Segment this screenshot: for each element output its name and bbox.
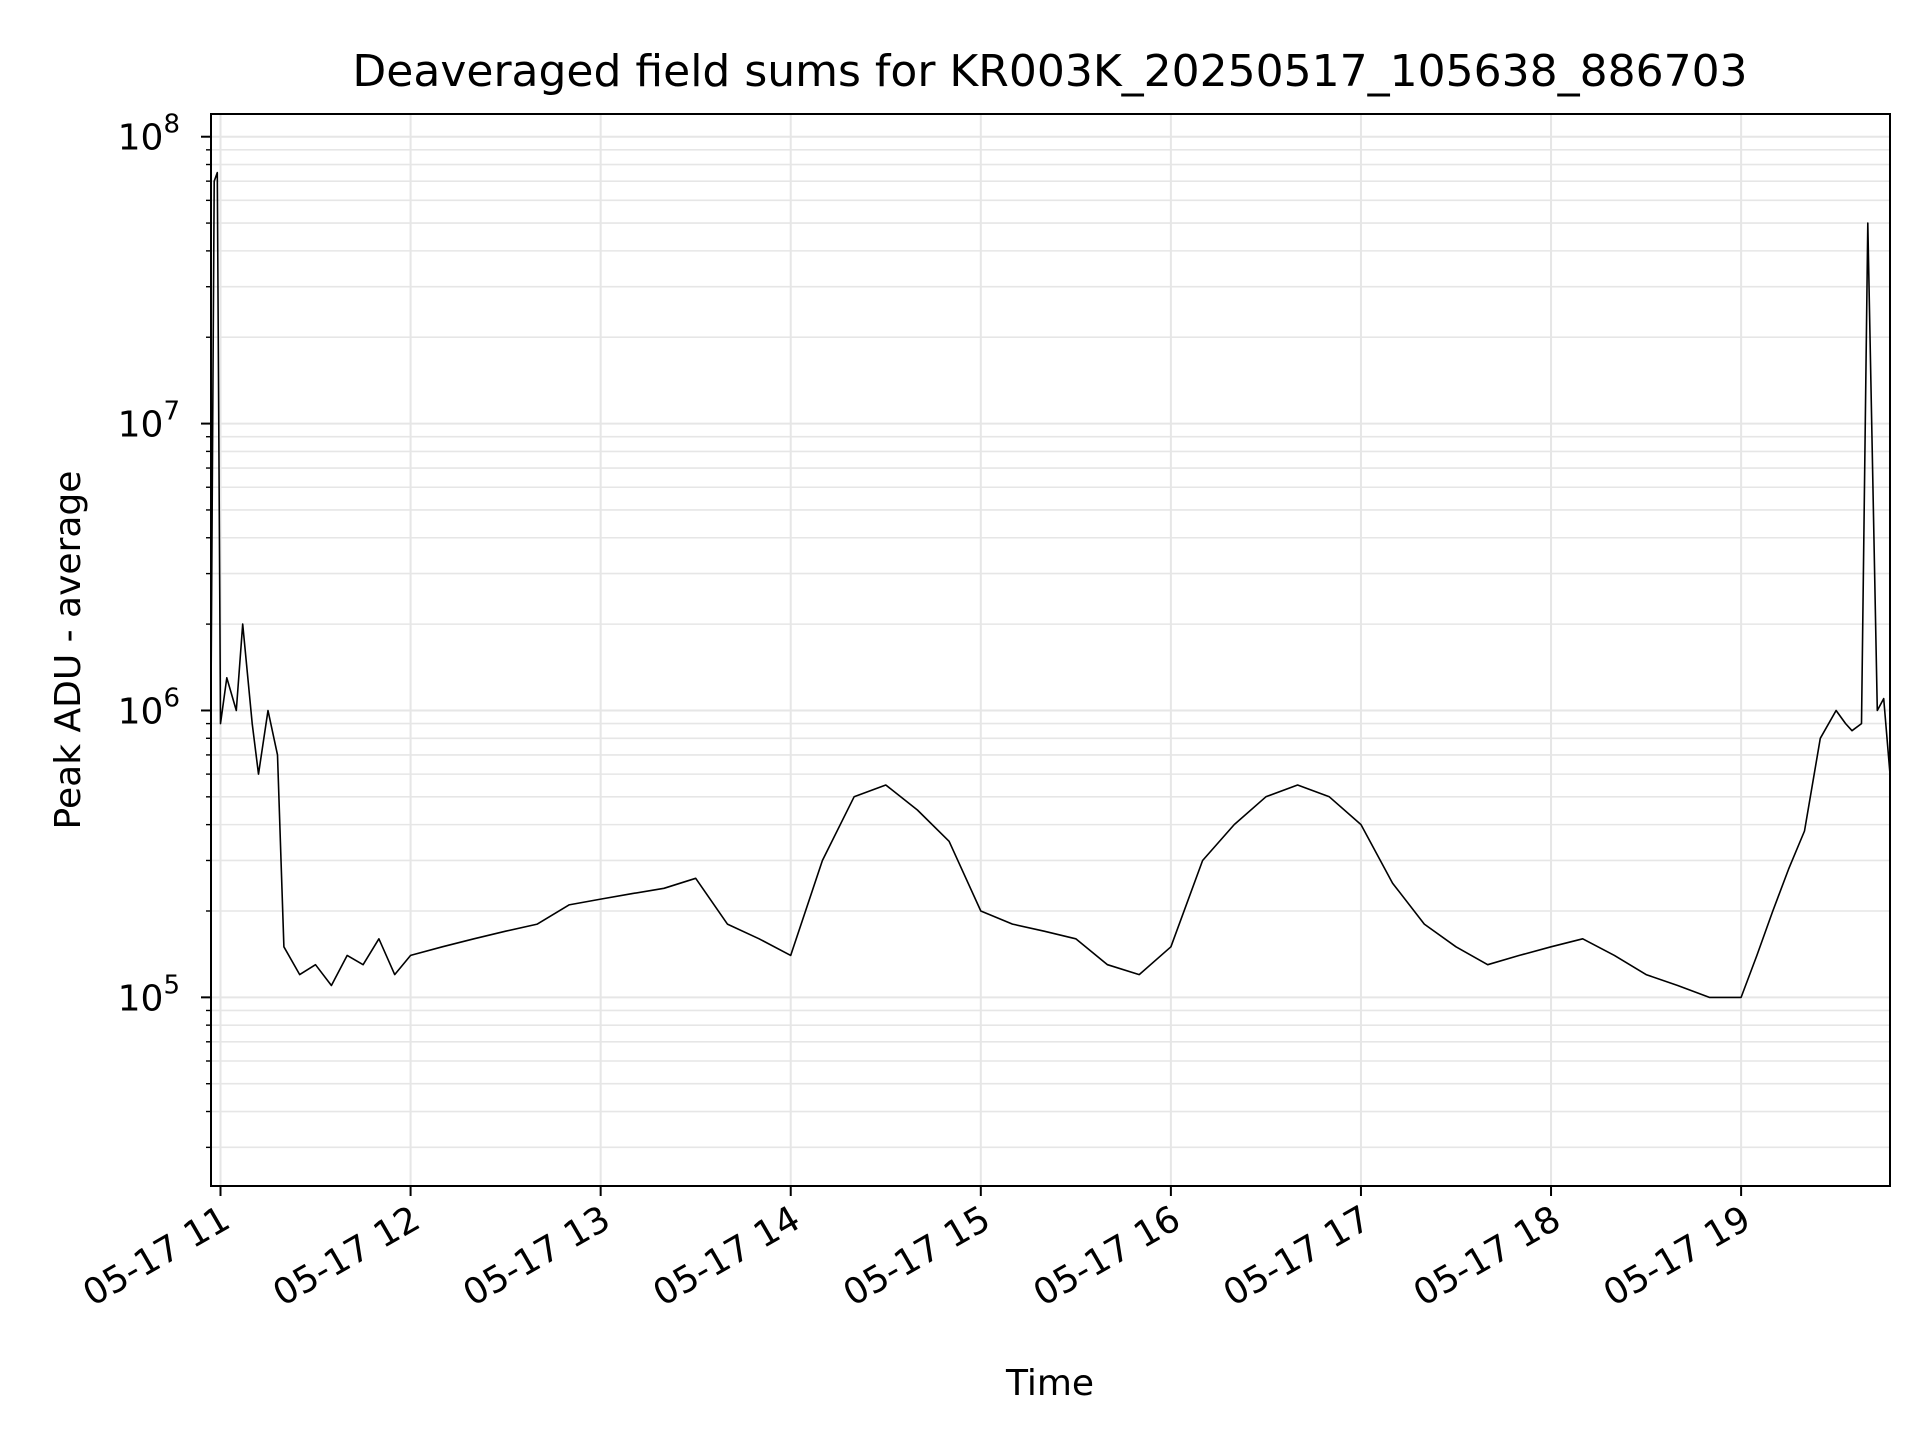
grid [211, 114, 1890, 1186]
data-series-line-0 [210, 171, 1891, 999]
y-tick-exponent: 5 [163, 970, 180, 1000]
y-tick-base: 10 [118, 978, 164, 1019]
y-tick-label: 106 [118, 683, 180, 732]
y-tick-label: 108 [118, 110, 180, 159]
chart-title: Deaveraged field sums for KR003K_2025051… [352, 46, 1747, 97]
plot-frame [210, 113, 1891, 1187]
y-tick-exponent: 6 [163, 683, 180, 713]
y-tick-base: 10 [118, 691, 164, 732]
y-tick-exponent: 7 [163, 397, 180, 427]
y-axis-label: Peak ADU - average [48, 471, 89, 830]
x-axis-label: Time [1005, 1363, 1094, 1404]
y-tick-base: 10 [118, 405, 164, 446]
y-tick-label: 105 [118, 970, 180, 1019]
y-tick-label: 107 [118, 397, 180, 446]
y-tick-exponent: 8 [163, 110, 180, 140]
y-tick-base: 10 [118, 118, 164, 159]
series-layer [210, 171, 1891, 999]
